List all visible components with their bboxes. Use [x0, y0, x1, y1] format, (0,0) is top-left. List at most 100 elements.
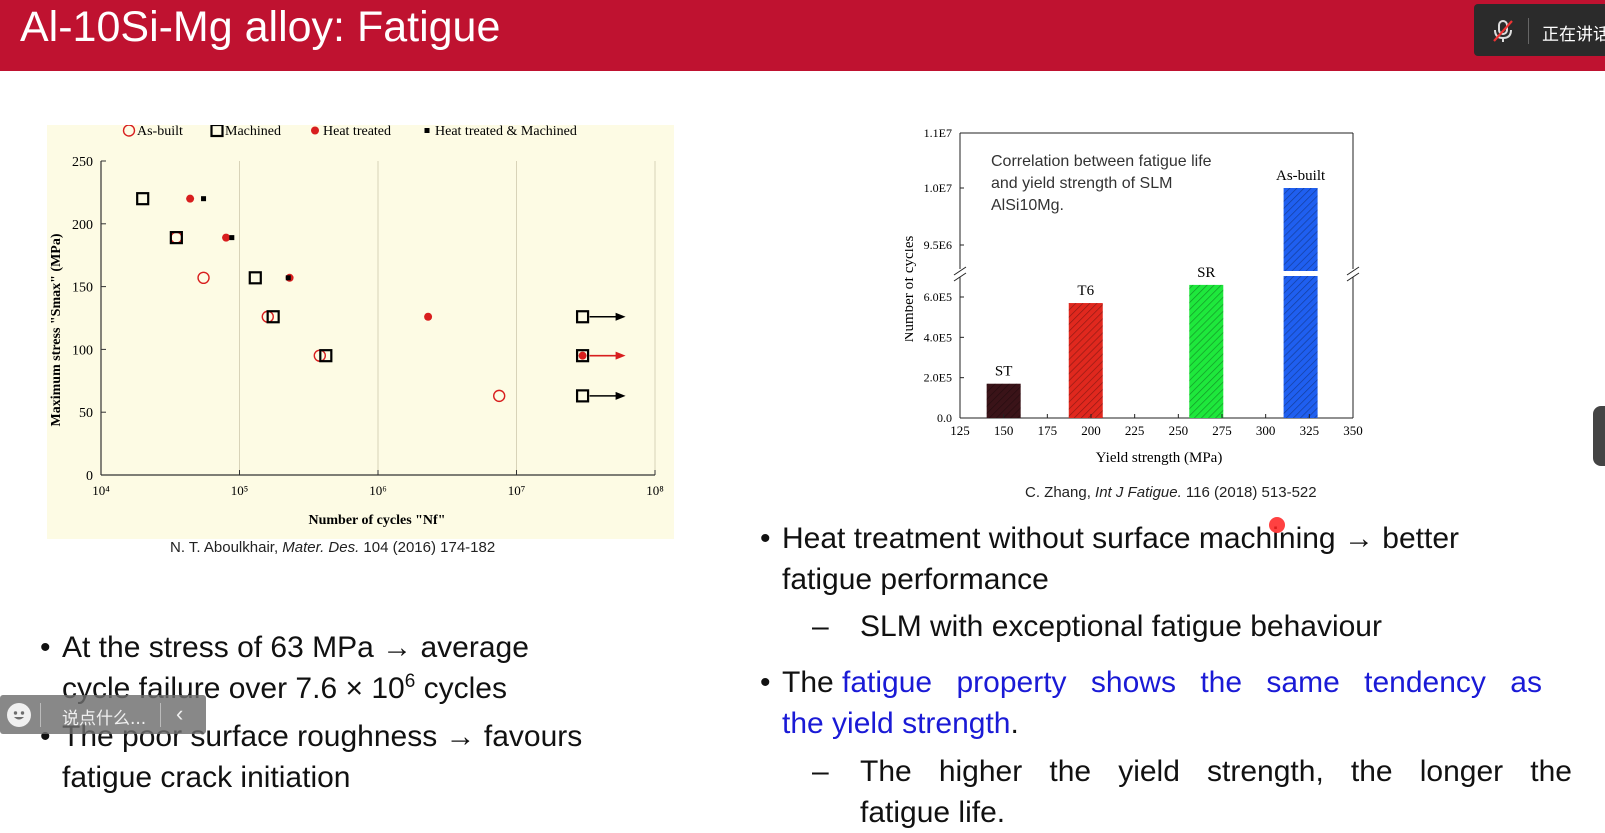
yield-strength-bar-chart: ST T6 SR As-built 125 150 175 200 225 250 275 300 3…: [905, 127, 1363, 466]
data-point-heat-treated: [311, 126, 319, 135]
chat-input-bar[interactable]: 说点什么... ‹: [0, 695, 206, 734]
x-tick-label: 10⁶: [369, 483, 387, 498]
y-axis-label: Number of cycles: [905, 236, 917, 343]
dash-mark: –: [812, 755, 829, 788]
x-tick-label: 175: [1038, 423, 1058, 438]
sub-bullet-text: The higher the yield strength, the longe…: [860, 751, 1572, 833]
y-tick-label: 250: [72, 155, 93, 170]
bar-label: ST: [995, 364, 1013, 380]
bullet-line: Heat treatment without surface machining…: [782, 522, 1459, 555]
data-point-machined: [248, 271, 262, 285]
legend-label: Heat treated & Machined: [435, 125, 577, 139]
x-tick-label: 10⁸: [646, 483, 664, 498]
runout-arrow-head: [615, 351, 626, 360]
x-tick-label: 125: [950, 423, 970, 438]
bar-hatch: [1068, 303, 1103, 418]
citation-journal: Int J Fatigue.: [1095, 484, 1182, 501]
dash-mark: –: [812, 610, 829, 643]
data-point-heat-treated: [222, 233, 231, 242]
data-point-machined: [319, 349, 333, 363]
data-point-machined: [575, 389, 590, 403]
speaking-indicator[interactable]: 正在讲话: [1474, 4, 1605, 56]
bullet-dot: •: [40, 720, 51, 753]
x-tick-label: 300: [1256, 423, 1276, 438]
bar-hatch: [986, 383, 1021, 418]
x-tick-label: 10⁴: [92, 483, 110, 498]
sub-bullet-line: fatigue life.: [860, 796, 1006, 829]
legend-label: Machined: [225, 125, 281, 139]
data-point-machined: [136, 192, 150, 206]
axis-break-mark: [953, 272, 967, 282]
bullet-dot: •: [40, 631, 51, 664]
bullet-text: The fatigue property shows the same tend…: [782, 662, 1542, 744]
data-point-heat-treated-machined: [201, 196, 207, 202]
laser-pointer: [1269, 517, 1285, 533]
left-citation: N. T. Aboulkhair, Mater. Des. 104 (2016)…: [170, 539, 495, 556]
bullet-line: fatigue crack initiation: [62, 761, 351, 794]
bullet-line: fatigue performance: [782, 563, 1049, 596]
x-tick-label: 350: [1343, 423, 1363, 438]
x-axis-label: Yield strength (MPa): [1096, 450, 1223, 466]
data-point-heat-treated: [186, 194, 195, 203]
y-tick-label: 9.5E6: [924, 238, 952, 252]
x-tick-label: 275: [1212, 423, 1232, 438]
highlighted-text: fatigue property shows the same tendency…: [842, 666, 1542, 699]
data-point-heat-treated-machined: [285, 275, 291, 281]
sub-bullet-item: – The higher the yield strength, the lon…: [812, 751, 1572, 833]
data-point-as-built: [492, 389, 506, 403]
y-tick-label: 1.1E7: [924, 127, 952, 140]
data-point-heat-treated: [578, 351, 587, 360]
speaking-status-text: 正在讲话: [1542, 25, 1605, 45]
slide-title-bar: Al-10Si-Mg alloy: Fatigue: [0, 0, 1605, 71]
legend-label: Heat treated: [323, 125, 391, 139]
bar-hatch: [1189, 284, 1224, 418]
bar-label: T6: [1077, 283, 1094, 299]
data-point-machined: [169, 231, 183, 245]
x-tick-label: 10⁷: [508, 483, 526, 498]
data-point-heat-treated-machined: [229, 235, 235, 241]
sub-bullet-item: – SLM with exceptional fatigue behaviour: [812, 606, 1572, 647]
axis-break-mark: [1346, 266, 1360, 276]
data-point-machined: [210, 125, 224, 138]
chat-input[interactable]: 说点什么...: [62, 709, 147, 729]
data-point-machined: [575, 310, 590, 324]
chevron-left-icon[interactable]: ‹: [176, 701, 184, 726]
x-tick-label: 250: [1169, 423, 1189, 438]
chart-background: [47, 125, 674, 539]
x-tick-label: 225: [1125, 423, 1145, 438]
x-axis-label: Number of cycles "Nf": [309, 513, 446, 528]
y-tick-label: 100: [72, 343, 93, 358]
emoji-icon[interactable]: [7, 703, 31, 727]
axis-break-mark: [1346, 272, 1360, 282]
bullet-line: At the stress of 63 MPa → average: [62, 631, 529, 664]
y-tick-label: 4.0E5: [924, 330, 952, 344]
divider: [40, 703, 41, 727]
data-point-heat-treated: [424, 312, 433, 321]
y-tick-label: 1.0E7: [924, 181, 952, 195]
citation-author: N. T. Aboulkhair,: [170, 539, 283, 556]
bar-label: SR: [1197, 265, 1215, 281]
y-tick-label: 0.0: [937, 411, 952, 425]
data-point-as-built: [122, 125, 136, 137]
bullet-fragment: .: [1010, 707, 1019, 740]
y-tick-label: 0: [86, 469, 93, 484]
y-tick-label: 50: [79, 406, 93, 421]
y-axis-label: Maximum stress "Smax" (MPa): [49, 233, 64, 426]
axis-break-mark: [953, 266, 967, 276]
citation-rest: 104 (2016) 174-182: [359, 539, 496, 556]
side-panel-handle[interactable]: [1593, 406, 1605, 466]
mic-muted-icon[interactable]: [1490, 18, 1516, 44]
divider: [160, 703, 161, 727]
x-tick-label: 150: [994, 423, 1014, 438]
slide-title: Al-10Si-Mg alloy: Fatigue: [20, 3, 501, 51]
y-tick-label: 150: [72, 281, 93, 296]
chart-annotation-line: AlSi10Mg.: [991, 197, 1064, 214]
superscript: 6: [404, 671, 416, 692]
chart-annotation-line: and yield strength of SLM: [991, 175, 1172, 192]
data-point-machined: [266, 310, 280, 324]
bullet-line: The fatigue property shows the same tend…: [782, 662, 1542, 703]
right-citation: C. Zhang, Int J Fatigue. 116 (2018) 513-…: [1025, 484, 1317, 501]
legend-label: As-built: [137, 125, 183, 139]
y-tick-label: 200: [72, 218, 93, 233]
runout-arrow-head: [615, 391, 626, 400]
